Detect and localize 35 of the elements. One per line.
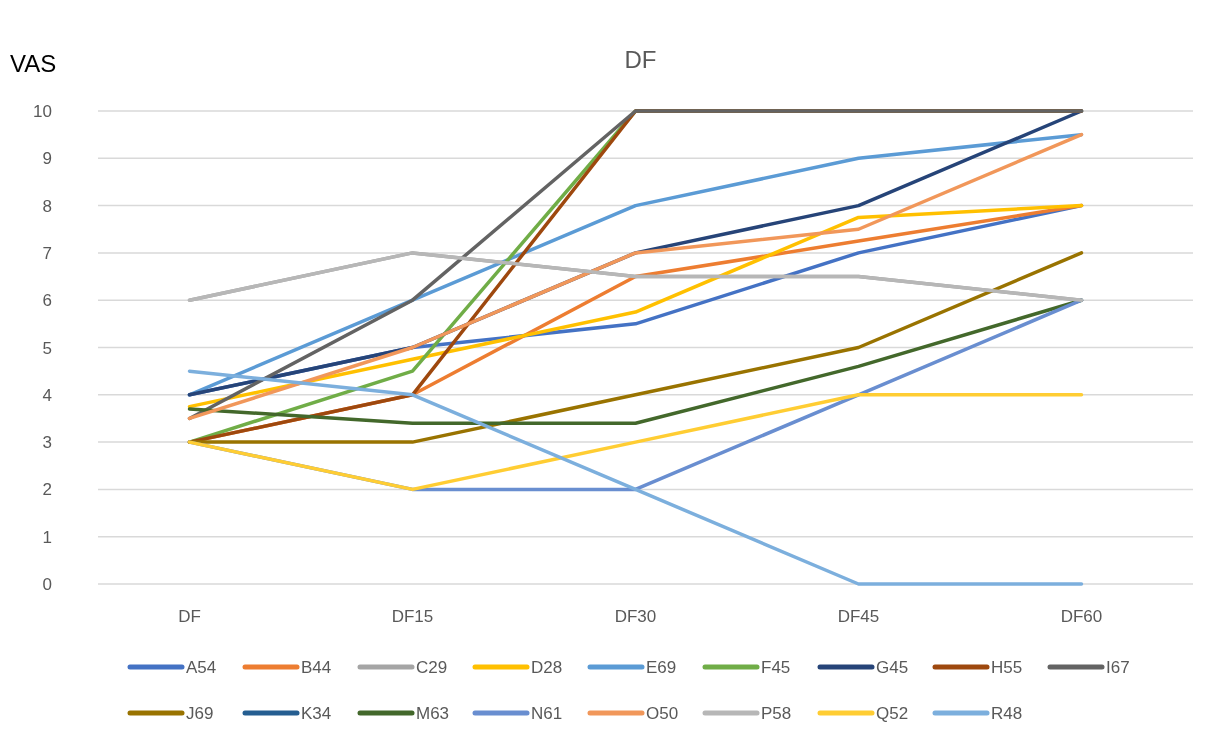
legend-label: A54: [186, 658, 217, 677]
x-tick-label: DF30: [614, 607, 657, 626]
chart-title: DF: [624, 46, 657, 73]
y-tick-label: 8: [42, 196, 52, 216]
x-tick-label: DF: [178, 607, 201, 626]
x-tick-label: DF60: [1060, 607, 1103, 626]
y-tick-label: 6: [42, 291, 52, 311]
y-axis-title: VAS: [10, 50, 57, 77]
y-tick-label: 7: [42, 243, 52, 263]
y-tick-label: 3: [42, 433, 52, 453]
legend-label: H55: [991, 658, 1023, 677]
legend-label: O50: [646, 704, 679, 723]
legend-label: D28: [531, 658, 563, 677]
legend-label: M63: [416, 704, 450, 723]
legend-label: G45: [876, 658, 909, 677]
y-tick-label: 4: [42, 385, 52, 405]
legend-label: P58: [761, 704, 792, 723]
legend-label: N61: [531, 704, 563, 723]
legend-label: R48: [991, 704, 1023, 723]
legend-label: K34: [301, 704, 332, 723]
legend-label: B44: [301, 658, 332, 677]
legend-label: F45: [761, 658, 791, 677]
legend-label: C29: [416, 658, 448, 677]
y-tick-label: 5: [42, 338, 52, 358]
x-tick-label: DF15: [391, 607, 434, 626]
y-tick-label: 9: [42, 149, 52, 169]
x-tick-label: DF45: [837, 607, 880, 626]
y-tick-label: 0: [42, 575, 52, 594]
y-tick-label: 10: [33, 102, 52, 121]
y-tick-label: 1: [42, 527, 52, 547]
legend-label: I67: [1106, 658, 1130, 677]
y-tick-label: 2: [42, 480, 52, 500]
legend-label: Q52: [876, 704, 909, 723]
legend-label: E69: [646, 658, 677, 677]
legend-label: J69: [186, 704, 214, 723]
